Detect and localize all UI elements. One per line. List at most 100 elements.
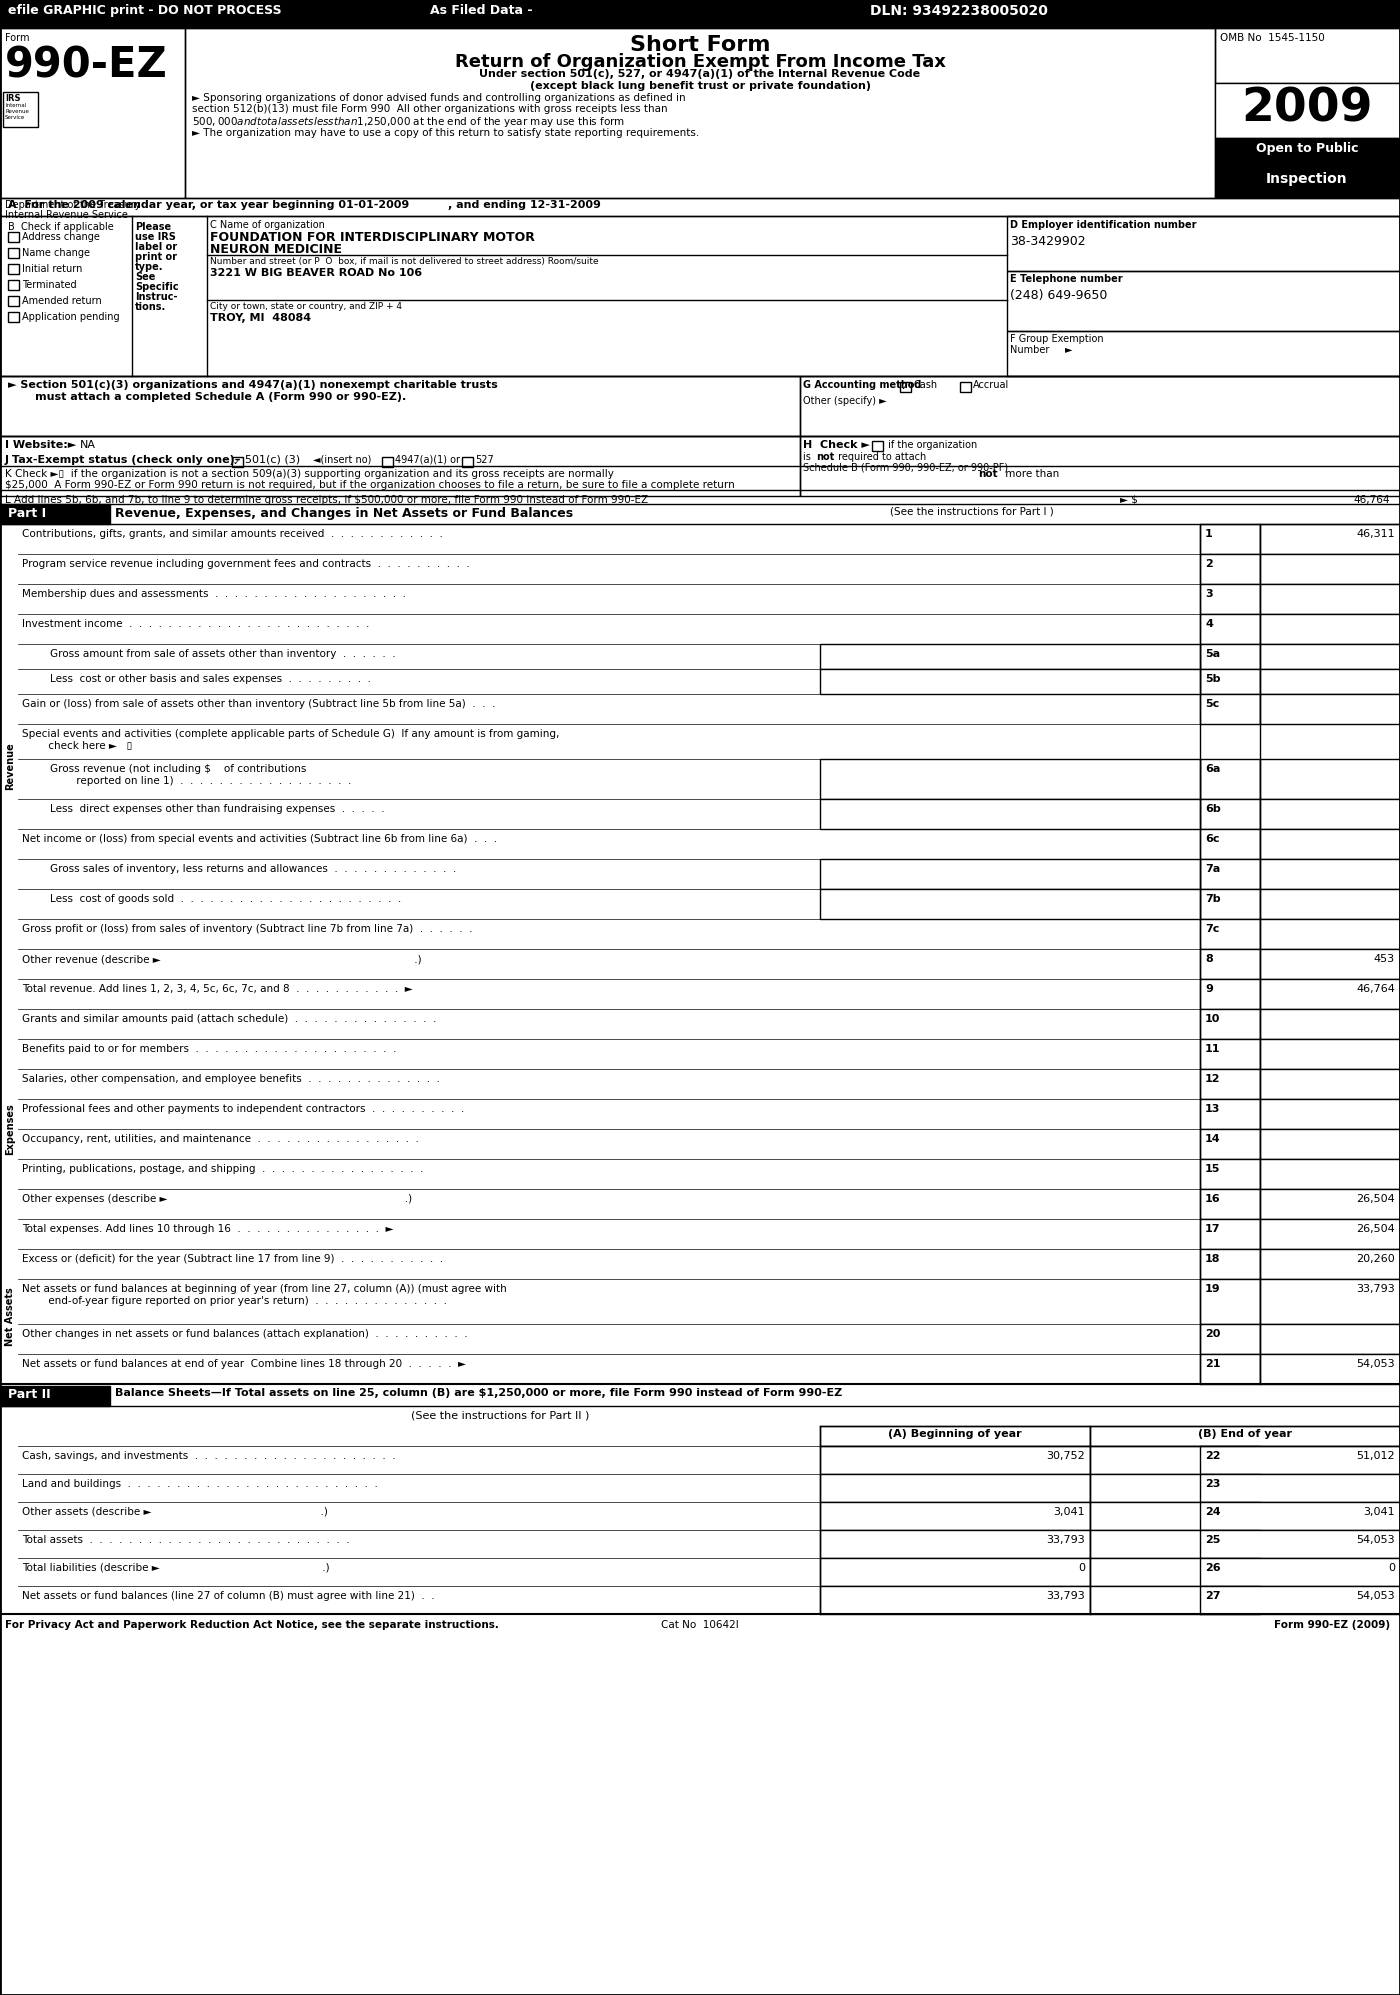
Bar [1091, 1530, 1400, 1558]
Text: NEURON MEDICINE: NEURON MEDICINE [210, 243, 342, 255]
Text: efile GRAPHIC print - DO NOT PROCESS: efile GRAPHIC print - DO NOT PROCESS [8, 4, 281, 18]
Bar [1260, 800, 1400, 830]
Text: 27: 27 [1205, 1590, 1221, 1602]
Text: Internal Revenue Service: Internal Revenue Service [6, 209, 127, 219]
Text: 2009: 2009 [1242, 88, 1373, 132]
Text: 54,053: 54,053 [1357, 1590, 1394, 1602]
Bar [8, 279, 20, 289]
Bar [960, 381, 972, 391]
Bar [1260, 1099, 1400, 1129]
Bar [1200, 1039, 1260, 1069]
Text: Gross profit or (loss) from sales of inventory (Subtract line 7b from line 7a)  : Gross profit or (loss) from sales of inv… [22, 924, 473, 934]
Text: Form 990-EZ (2009): Form 990-EZ (2009) [1274, 1620, 1390, 1630]
Bar [1200, 1355, 1260, 1385]
Bar [820, 1502, 1091, 1530]
Text: 13: 13 [1205, 1103, 1221, 1113]
Text: (B) End of year: (B) End of year [1198, 1428, 1292, 1438]
Text: 33,793: 33,793 [1046, 1590, 1085, 1602]
Text: DLN: 93492238005020: DLN: 93492238005020 [869, 4, 1047, 18]
Bar [1260, 1249, 1400, 1279]
Text: 527: 527 [475, 455, 494, 465]
Text: 5b: 5b [1205, 674, 1221, 684]
Text: 33,793: 33,793 [1046, 1534, 1085, 1544]
Text: (A) Beginning of year: (A) Beginning of year [888, 1428, 1022, 1438]
Bar [1215, 138, 1400, 168]
Text: Terminated: Terminated [22, 279, 77, 289]
Text: ◄(insert no): ◄(insert no) [314, 455, 371, 465]
Bar [1200, 920, 1260, 950]
Bar [1215, 28, 1400, 84]
Text: 7a: 7a [1205, 864, 1221, 874]
Text: 23: 23 [1205, 1478, 1221, 1488]
Bar [1200, 1009, 1260, 1039]
Text: ► Sponsoring organizations of donor advised funds and controlling organizations : ► Sponsoring organizations of donor advi… [192, 94, 686, 104]
Text: Form: Form [6, 34, 29, 44]
Text: 46,764: 46,764 [1357, 984, 1394, 994]
Text: Grants and similar amounts paid (attach schedule)  .  .  .  .  .  .  .  .  .  . : Grants and similar amounts paid (attach … [22, 1013, 437, 1023]
Text: Short Form: Short Form [630, 36, 770, 56]
Bar [1260, 525, 1400, 555]
Bar [1260, 1009, 1400, 1039]
Text: TROY, MI  48084: TROY, MI 48084 [210, 313, 311, 323]
Text: 7b: 7b [1205, 894, 1221, 904]
Text: Program service revenue including government fees and contracts  .  .  .  .  .  : Program service revenue including govern… [22, 559, 470, 569]
Text: Balance Sheets—If Total assets on line 25, column (B) are $1,250,000 or more, fi: Balance Sheets—If Total assets on line 2… [115, 1389, 843, 1398]
Bar [1260, 950, 1400, 980]
Bar [8, 295, 20, 305]
Bar [185, 28, 1215, 198]
Text: Number     ►: Number ► [1009, 345, 1072, 355]
Text: 3,041: 3,041 [1364, 1506, 1394, 1516]
Bar [820, 860, 1200, 890]
Text: 21: 21 [1205, 1359, 1221, 1369]
Bar [820, 890, 1200, 920]
Text: 3: 3 [1205, 589, 1212, 598]
Text: Initial return: Initial return [22, 263, 83, 273]
Text: required to attach: required to attach [834, 453, 927, 463]
Text: 33,793: 33,793 [1357, 1285, 1394, 1295]
Text: 26: 26 [1205, 1562, 1221, 1572]
Text: ✓: ✓ [902, 381, 909, 391]
Text: Expenses: Expenses [6, 1103, 15, 1155]
Text: ✓: ✓ [232, 457, 241, 467]
Text: reported on line 1)  .  .  .  .  .  .  .  .  .  .  .  .  .  .  .  .  .  .: reported on line 1) . . . . . . . . . . … [60, 776, 351, 786]
Text: Revenue, Expenses, and Changes in Net Assets or Fund Balances: Revenue, Expenses, and Changes in Net As… [115, 507, 573, 521]
Text: 10: 10 [1205, 1013, 1221, 1023]
Bar [799, 437, 1400, 497]
Text: Part II: Part II [8, 1389, 50, 1400]
Text: use IRS: use IRS [134, 231, 176, 241]
Bar [1260, 980, 1400, 1009]
Text: ► $: ► $ [1120, 495, 1138, 505]
Text: 19: 19 [1205, 1285, 1221, 1295]
Bar [820, 758, 1200, 800]
Bar [1200, 644, 1260, 668]
Text: 15: 15 [1205, 1163, 1221, 1173]
Text: type.: type. [134, 261, 164, 271]
Text: L Add lines 5b, 6b, and 7b, to line 9 to determine gross receipts, if $500,000 o: L Add lines 5b, 6b, and 7b, to line 9 to… [6, 495, 648, 505]
Text: check here ►   ▯: check here ► ▯ [32, 740, 133, 750]
Bar [799, 375, 1400, 437]
Text: Revenue: Revenue [6, 110, 29, 114]
Bar [1200, 668, 1260, 694]
Text: Amended return: Amended return [22, 295, 102, 305]
Text: Net assets or fund balances at end of year  Combine lines 18 through 20  .  .  .: Net assets or fund balances at end of ye… [22, 1359, 466, 1369]
Bar [1200, 890, 1260, 920]
Text: As Filed Data -: As Filed Data - [430, 4, 532, 18]
Text: Membership dues and assessments  .  .  .  .  .  .  .  .  .  .  .  .  .  .  .  . : Membership dues and assessments . . . . … [22, 589, 406, 598]
Text: print or: print or [134, 251, 176, 261]
Text: Internal: Internal [6, 104, 27, 108]
Bar [1200, 800, 1260, 830]
Text: Please: Please [134, 221, 171, 231]
Bar [1091, 1426, 1400, 1446]
Text: Department of the Treasury: Department of the Treasury [6, 200, 140, 209]
Bar [1200, 1159, 1260, 1189]
Bar [0, 0, 1400, 28]
Text: Total assets  .  .  .  .  .  .  .  .  .  .  .  .  .  .  .  .  .  .  .  .  .  .  : Total assets . . . . . . . . . . . . . .… [22, 1534, 350, 1544]
Bar [0, 215, 1400, 375]
Text: 16: 16 [1205, 1193, 1221, 1205]
Text: 5c: 5c [1205, 698, 1219, 708]
Bar [820, 1530, 1091, 1558]
Text: ► The organization may have to use a copy of this return to satisfy state report: ► The organization may have to use a cop… [192, 128, 699, 138]
Text: Return of Organization Exempt From Income Tax: Return of Organization Exempt From Incom… [455, 54, 945, 72]
Bar [1260, 1279, 1400, 1325]
Text: NA: NA [80, 441, 97, 451]
